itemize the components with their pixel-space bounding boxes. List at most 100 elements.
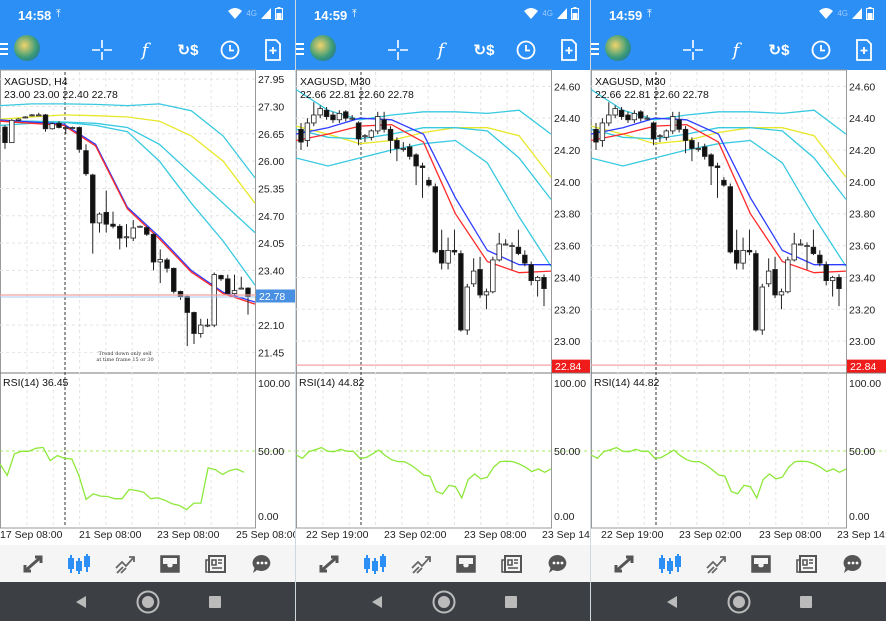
- crosshair-icon[interactable]: [88, 36, 116, 64]
- home-icon[interactable]: [136, 590, 160, 614]
- recents-icon[interactable]: [799, 595, 813, 609]
- rsi-axis-label: 0.00: [258, 511, 279, 523]
- recents-icon[interactable]: [208, 595, 222, 609]
- candle: [150, 233, 157, 271]
- home-icon[interactable]: [727, 590, 751, 614]
- bottom-tab-bar: [0, 545, 295, 582]
- quotes-arrows-icon: [614, 555, 634, 572]
- candle: [311, 102, 317, 127]
- recents-icon[interactable]: [504, 595, 518, 609]
- candle: [103, 190, 109, 233]
- tab-quotes[interactable]: [611, 552, 637, 576]
- candle: [695, 142, 702, 152]
- candle: [599, 118, 606, 147]
- crosshair-icon[interactable]: [384, 36, 412, 64]
- indicator-line-blue-ma: [296, 117, 551, 266]
- trade-icon[interactable]: ↻$: [177, 42, 199, 59]
- menu-icon[interactable]: [296, 43, 304, 58]
- timeframe-clock-icon[interactable]: [512, 36, 540, 64]
- news-icon: [501, 554, 523, 573]
- tab-history[interactable]: [157, 552, 183, 576]
- new-order-icon[interactable]: [850, 36, 878, 64]
- candle: [496, 232, 502, 262]
- timeframe-clock-icon[interactable]: [216, 36, 244, 64]
- tab-chat[interactable]: [249, 552, 275, 576]
- phone-screenshot-panel: 14:59 ⤒ 4G f ↻$ 24.60 24.40 24.20 24.00 23.8…: [591, 0, 886, 621]
- candle: [317, 105, 323, 119]
- tab-chart[interactable]: [362, 552, 388, 576]
- back-icon[interactable]: [665, 595, 679, 609]
- candle: [171, 267, 177, 294]
- new-order-icon[interactable]: [555, 36, 583, 64]
- price-axis-label: 21.45: [258, 347, 284, 359]
- tab-news[interactable]: [794, 552, 820, 576]
- tab-chat[interactable]: [545, 552, 571, 576]
- candle: [772, 256, 778, 299]
- candle: [2, 125, 8, 149]
- candle: [304, 118, 311, 147]
- chart-toolbar: f ↻$: [296, 30, 591, 70]
- tab-trade[interactable]: [703, 552, 729, 576]
- tab-quotes[interactable]: [316, 552, 342, 576]
- status-bar: 14:59 ⤒ 4G: [296, 0, 591, 30]
- crosshair-icon[interactable]: [679, 36, 707, 64]
- candles-icon: [363, 553, 386, 574]
- tab-news[interactable]: [203, 552, 229, 576]
- tab-trade[interactable]: [408, 552, 434, 576]
- candle: [9, 119, 15, 144]
- inbox-icon: [456, 554, 477, 573]
- tab-quotes[interactable]: [20, 552, 46, 576]
- indicator-line-red-ma: [296, 123, 552, 274]
- trade-chart-icon: [410, 555, 431, 574]
- price-chart[interactable]: 24.60 24.40 24.20 24.00 23.80 23.60 23.40 23.20…: [296, 0, 591, 621]
- time-axis-label: 23 Sep 08:00: [759, 529, 822, 541]
- tab-history[interactable]: [748, 552, 774, 576]
- indicators-icon[interactable]: f: [141, 39, 149, 61]
- tab-history[interactable]: [453, 552, 479, 576]
- candle: [477, 256, 483, 299]
- back-icon[interactable]: [370, 595, 384, 609]
- home-icon[interactable]: [432, 590, 456, 614]
- status-time: 14:59: [314, 8, 348, 23]
- tab-chart[interactable]: [66, 552, 92, 576]
- tab-chart[interactable]: [657, 552, 683, 576]
- ohlc-values: 22.66 22.81 22.60 22.78: [300, 89, 414, 101]
- candle: [49, 122, 55, 130]
- tab-news[interactable]: [499, 552, 525, 576]
- current-price-value: 22.78: [259, 291, 285, 303]
- back-icon[interactable]: [74, 595, 88, 609]
- price-chart[interactable]: 24.60 24.40 24.20 24.00 23.80 23.60 23.40 23.20…: [591, 0, 886, 621]
- price-axis-label: 23.60: [554, 241, 580, 253]
- menu-icon[interactable]: [591, 43, 599, 58]
- timeframe-clock-icon[interactable]: [807, 36, 835, 64]
- trade-icon[interactable]: ↻$: [473, 42, 495, 59]
- candle: [515, 229, 522, 256]
- trade-chart-icon: [114, 555, 135, 574]
- candle: [708, 153, 714, 186]
- candle: [804, 242, 810, 270]
- menu-icon[interactable]: [0, 43, 8, 58]
- symbol-timeframe: XAGUSD, M30: [300, 76, 371, 88]
- indicators-icon[interactable]: f: [732, 39, 740, 61]
- candle: [36, 112, 42, 117]
- tab-chat[interactable]: [840, 552, 866, 576]
- candle: [164, 257, 170, 273]
- indicators-icon[interactable]: f: [437, 39, 445, 61]
- bottom-tab-bar: [591, 545, 886, 582]
- new-order-icon[interactable]: [259, 36, 287, 64]
- candle: [528, 261, 534, 286]
- panel-divider: [590, 0, 591, 621]
- rsi-axis-label: 50.00: [849, 446, 875, 458]
- candle: [797, 239, 804, 246]
- indicator-line-cyan-lower: [296, 139, 552, 267]
- candle: [426, 177, 432, 187]
- rsi-axis-label: 100.00: [258, 378, 290, 390]
- candle: [238, 276, 244, 290]
- candle: [625, 111, 631, 123]
- candle: [618, 107, 625, 120]
- time-axis-label: 22 Sep 19:00: [601, 529, 664, 541]
- trade-icon[interactable]: ↻$: [768, 42, 790, 59]
- price-chart[interactable]: 27.95 27.30 26.65 26.00 25.35 24.70 24.05 23.40…: [0, 0, 295, 621]
- tab-trade[interactable]: [112, 552, 138, 576]
- rsi-line: [296, 446, 552, 500]
